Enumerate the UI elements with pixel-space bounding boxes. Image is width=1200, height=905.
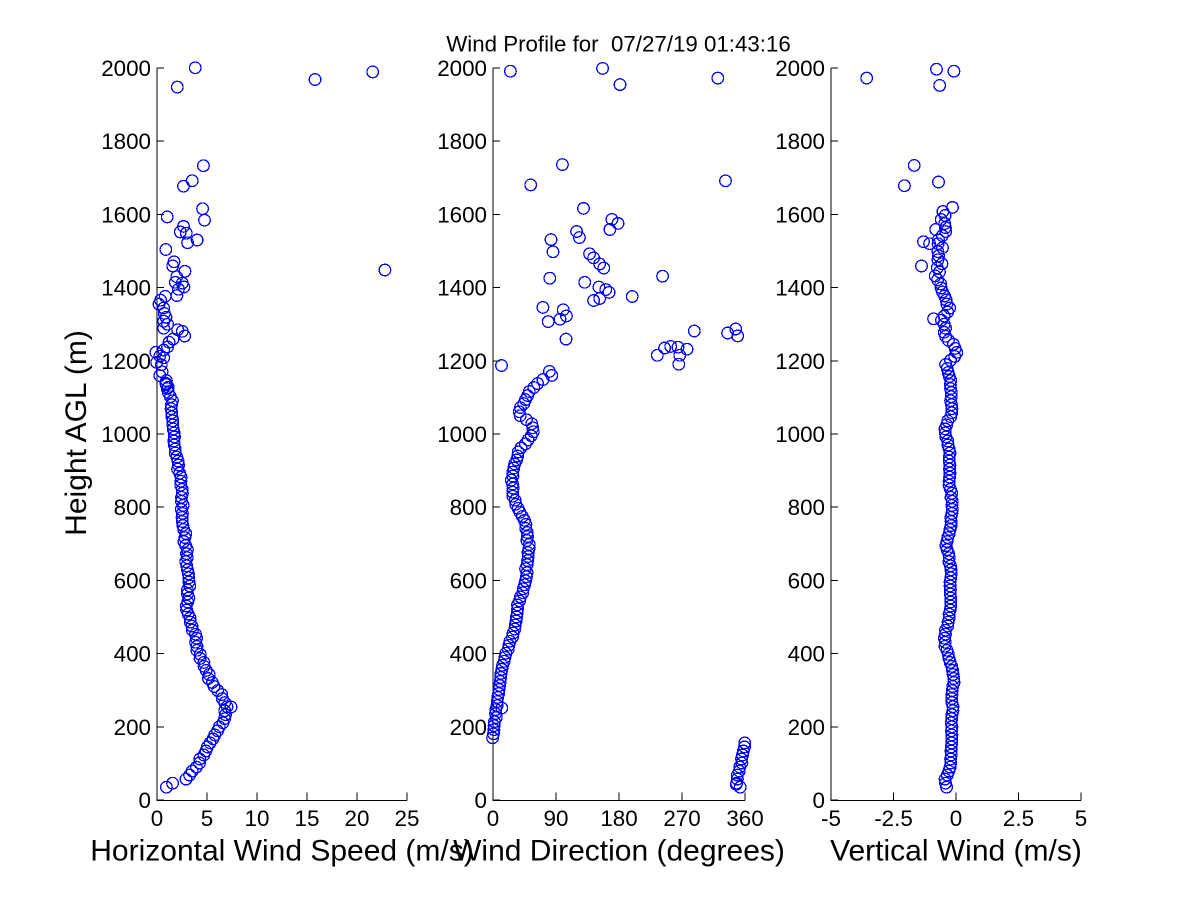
svg-text:1400: 1400: [101, 276, 151, 301]
svg-text:1800: 1800: [775, 129, 825, 154]
svg-text:400: 400: [788, 642, 825, 667]
svg-text:400: 400: [450, 642, 487, 667]
svg-text:0: 0: [475, 788, 487, 813]
svg-text:200: 200: [788, 715, 825, 740]
svg-text:1800: 1800: [437, 129, 487, 154]
svg-text:2000: 2000: [775, 56, 825, 81]
svg-text:Height AGL (m): Height AGL (m): [60, 330, 93, 536]
svg-text:2000: 2000: [437, 56, 487, 81]
svg-text:180: 180: [600, 806, 637, 831]
svg-text:600: 600: [114, 568, 151, 593]
svg-text:1200: 1200: [101, 349, 151, 374]
svg-text:600: 600: [450, 568, 487, 593]
svg-text:10: 10: [245, 806, 270, 831]
svg-text:5: 5: [201, 806, 213, 831]
svg-text:1400: 1400: [775, 276, 825, 301]
svg-text:200: 200: [450, 715, 487, 740]
svg-text:200: 200: [114, 715, 151, 740]
svg-text:1000: 1000: [437, 422, 487, 447]
svg-text:0: 0: [139, 788, 151, 813]
svg-text:1000: 1000: [775, 422, 825, 447]
svg-text:0: 0: [487, 806, 499, 831]
svg-text:2000: 2000: [101, 56, 151, 81]
svg-text:Vertical Wind (m/s): Vertical Wind (m/s): [830, 835, 1082, 868]
svg-text:360: 360: [726, 806, 763, 831]
svg-text:90: 90: [544, 806, 569, 831]
svg-text:2.5: 2.5: [1003, 806, 1034, 831]
svg-text:1000: 1000: [101, 422, 151, 447]
svg-text:400: 400: [114, 642, 151, 667]
svg-text:1200: 1200: [437, 349, 487, 374]
svg-text:800: 800: [114, 495, 151, 520]
svg-text:800: 800: [450, 495, 487, 520]
svg-text:0: 0: [950, 806, 962, 831]
svg-text:0: 0: [813, 788, 825, 813]
svg-text:1600: 1600: [437, 202, 487, 227]
svg-text:Wind Profile for 07/27/19 01:: Wind Profile for 07/27/19 01:43:16: [446, 32, 791, 57]
svg-text:Wind Direction (degrees): Wind Direction (degrees): [453, 835, 785, 868]
svg-text:1800: 1800: [101, 129, 151, 154]
svg-text:20: 20: [345, 806, 370, 831]
svg-text:800: 800: [788, 495, 825, 520]
svg-text:1400: 1400: [437, 276, 487, 301]
svg-text:Horizontal Wind Speed (m/s): Horizontal Wind Speed (m/s): [90, 835, 473, 868]
svg-text:270: 270: [663, 806, 700, 831]
svg-text:0: 0: [151, 806, 163, 831]
svg-text:600: 600: [788, 568, 825, 593]
svg-text:25: 25: [395, 806, 420, 831]
svg-text:1200: 1200: [775, 349, 825, 374]
svg-text:-5: -5: [821, 806, 841, 831]
svg-text:1600: 1600: [101, 202, 151, 227]
svg-text:15: 15: [295, 806, 320, 831]
svg-text:1600: 1600: [775, 202, 825, 227]
svg-text:5: 5: [1075, 806, 1087, 831]
svg-text:-2.5: -2.5: [874, 806, 913, 831]
